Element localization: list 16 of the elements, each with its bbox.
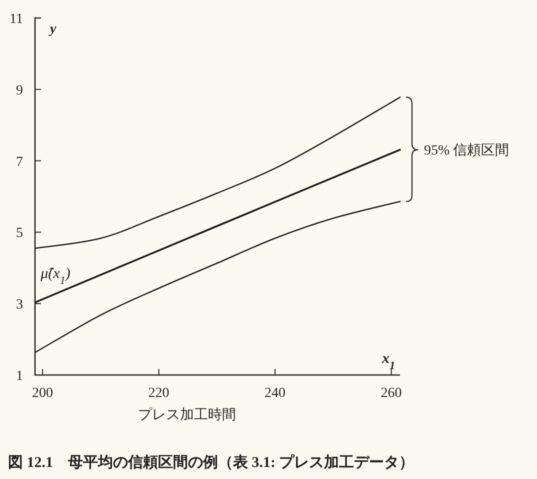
x-tick-label: 240 <box>264 386 286 401</box>
y-tick-label: 3 <box>16 298 23 313</box>
x-axis-title: プレス加工時間 <box>138 407 236 423</box>
x-tick-label: 220 <box>148 386 170 401</box>
text: 図 12.1 母平均の信頼区間の例（表 3.1: プレス加工データ） <box>8 454 414 471</box>
annotation: x$_{1}$ <box>381 351 396 372</box>
y-tick-label: 5 <box>16 226 23 242</box>
series-label: μ̂(x$_{1}$) <box>40 266 70 288</box>
y-tick-label: 7 <box>16 154 23 170</box>
y-tick-label: 1 <box>16 369 23 384</box>
y-tick-label: 11 <box>10 12 23 27</box>
annotation: 95% 信頼区間 <box>424 142 510 159</box>
x-tick-label: 260 <box>380 386 402 401</box>
y-axis-title: y <box>48 22 57 37</box>
y-tick-label: 9 <box>16 83 23 98</box>
x-tick-label: 200 <box>32 386 54 401</box>
